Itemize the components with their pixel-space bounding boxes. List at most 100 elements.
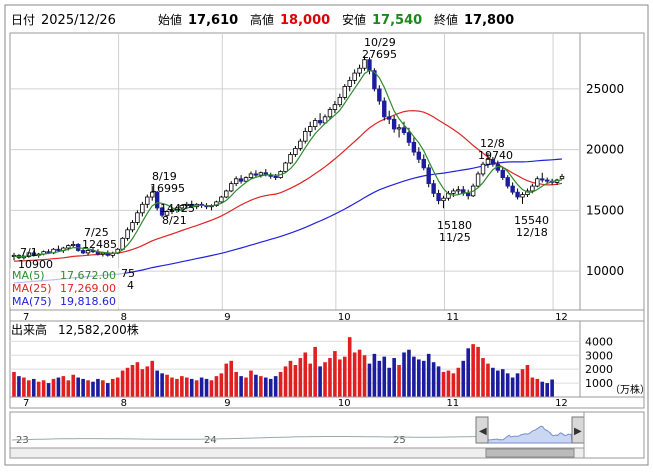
candle-body — [135, 212, 140, 223]
price-y-tick-label: 15000 — [586, 203, 624, 217]
ma25-polyline — [13, 110, 563, 262]
price-y-tick-label: 10000 — [586, 264, 624, 278]
candle-body — [243, 177, 249, 182]
volume-bar — [189, 378, 194, 397]
candle-body — [480, 163, 486, 175]
candle-body — [540, 178, 545, 181]
volume-bar — [372, 353, 377, 397]
volume-bar — [387, 367, 392, 397]
ma5-polyline — [13, 69, 563, 258]
candle-body — [229, 183, 234, 192]
candle-body — [505, 177, 510, 187]
volume-bar — [318, 366, 322, 397]
annotation-line2: 12/18 — [516, 226, 548, 239]
volume-bar — [288, 360, 293, 397]
low-value: 17,540 — [372, 13, 422, 28]
volume-bar — [125, 367, 130, 397]
candle-body — [421, 158, 426, 169]
volume-bar — [180, 376, 184, 397]
candle-body — [387, 116, 392, 120]
volume-y-tick-label: 2000 — [585, 363, 613, 376]
candle-body — [426, 167, 431, 185]
annotation-line2: 10900 — [18, 258, 53, 271]
volume-value: 12,582,200株 — [58, 322, 139, 337]
candle-body — [352, 72, 357, 81]
navigator-left-handle[interactable] — [475, 416, 489, 444]
candle-body — [140, 203, 145, 214]
volume-bar — [342, 356, 347, 397]
annotation-line2: 19740 — [478, 149, 513, 162]
volume-bar — [150, 360, 155, 397]
volume-bar — [347, 337, 352, 397]
volume-bar — [175, 378, 179, 397]
candle-body — [441, 197, 446, 202]
volume-month-label: 8 — [121, 398, 127, 409]
price-month-label: 9 — [224, 312, 230, 323]
candle-body — [357, 67, 362, 74]
candle-body — [544, 179, 550, 182]
navigator-year-labels: 23 24 25 — [16, 435, 406, 446]
candle-body — [184, 203, 189, 206]
volume-bar — [535, 378, 540, 397]
volume-bar — [268, 378, 273, 397]
volume-bar — [96, 378, 100, 397]
price-x-axis — [9, 309, 645, 322]
volume-bar — [510, 377, 515, 397]
volume-bar — [471, 344, 475, 397]
candle-body — [164, 211, 170, 216]
price-header: 日付 2025/12/26 始値 17,610 高値 18,000 安値 17,… — [11, 12, 514, 28]
volume-bar — [545, 383, 549, 397]
volume-bar — [66, 380, 71, 397]
candle-body — [150, 191, 155, 198]
navigator-scroll-thumb[interactable] — [485, 448, 575, 458]
volume-bar — [382, 356, 387, 397]
volume-bar — [515, 373, 520, 397]
annotation-line1: 15540 — [514, 214, 549, 227]
navigator-right-spacer — [583, 411, 645, 459]
volume-bar — [481, 358, 485, 397]
volume-bar — [436, 366, 441, 397]
candle-body — [159, 207, 165, 216]
candle-body — [283, 162, 288, 172]
volume-bars — [12, 337, 554, 397]
volume-bar — [357, 349, 362, 397]
candle-body — [253, 173, 259, 176]
candle-body — [396, 127, 402, 130]
volume-bar — [417, 359, 421, 397]
ma-legend-label: MA(25) — [12, 282, 52, 295]
volume-bar — [426, 353, 431, 397]
candle-body — [500, 169, 505, 178]
candle-body — [169, 209, 175, 212]
volume-bar — [91, 381, 95, 397]
volume-bar — [170, 377, 174, 397]
candle-body — [475, 173, 481, 187]
volume-bar — [165, 374, 169, 397]
volume-month-label: 12 — [555, 398, 568, 409]
annotation-line2: 12485 — [82, 238, 117, 251]
volume-bar — [199, 377, 204, 397]
candle-body — [308, 126, 313, 132]
candle-body — [327, 109, 333, 118]
volume-bar — [101, 380, 105, 397]
price-month-label: 8 — [121, 312, 127, 323]
volume-bar — [520, 369, 525, 397]
volume-bar — [323, 362, 327, 397]
volume-bar — [421, 360, 426, 397]
close-label: 終値 — [434, 12, 458, 27]
volume-bar — [86, 380, 90, 397]
candle-body — [382, 100, 387, 118]
navigator-year-label: 24 — [204, 435, 217, 446]
volume-bar — [135, 362, 140, 397]
volume-bar — [22, 377, 26, 397]
volume-bar — [273, 376, 278, 397]
volume-bar — [476, 346, 480, 397]
volume-bar — [46, 383, 51, 397]
open-label: 始値 — [158, 12, 182, 27]
volume-bar — [106, 383, 110, 397]
volume-bar — [254, 374, 258, 397]
candle-body — [485, 158, 491, 165]
volume-axis-area — [579, 320, 645, 398]
candle-body — [465, 192, 471, 197]
